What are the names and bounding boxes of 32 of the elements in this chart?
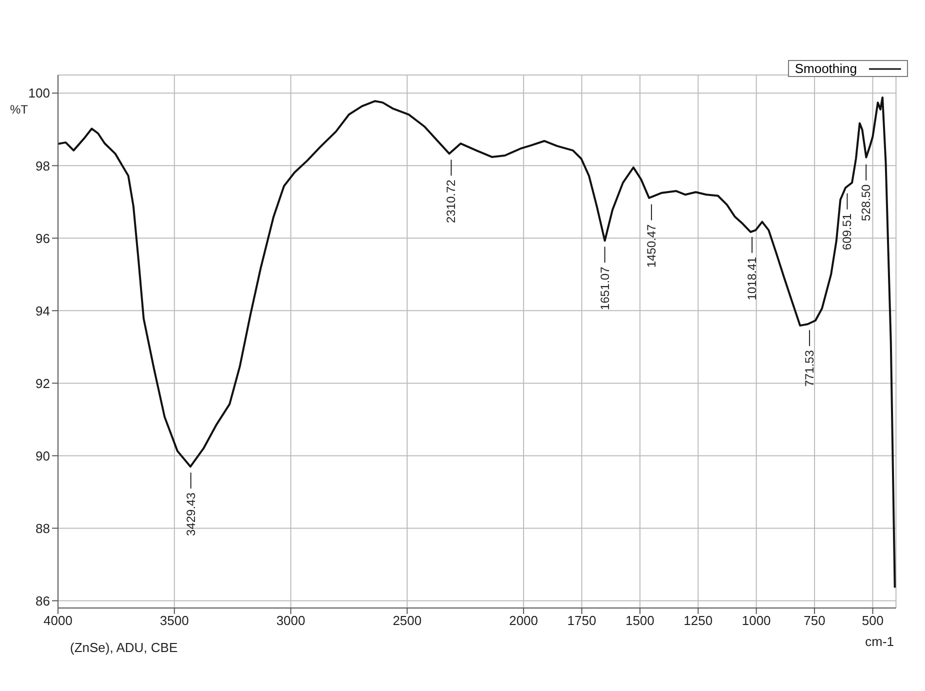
line-series [58,96,896,589]
y-tick-label: 88 [36,520,50,536]
x-tick-label: 2000 [509,613,538,628]
annotation: 609.51 [840,213,854,250]
y-tick-label: 96 [36,230,50,246]
annotation: 3429.43 [184,492,198,536]
y-axis-title: %T [10,102,29,117]
y-tick-label: 94 [36,303,50,318]
text: (ZnSe), ADU, CBE [70,640,178,655]
x-axis-title: cm-1 [865,634,894,649]
annotation: 1018.41 [745,256,760,300]
x-tick-label: 1000 [742,613,771,628]
annotation: 1651.07 [598,266,612,310]
x-tick-label: 3500 [160,613,189,628]
annotation: 771.53 [802,350,817,387]
annotation: 1450.47 [644,224,658,268]
y-tick-label: 98 [36,158,50,174]
annotation: 528.50 [859,184,874,222]
y-tick-label: 100 [28,86,50,101]
annotation: 2310.72 [444,179,458,224]
x-tick-label: 1250 [684,613,713,628]
y-tick-label: 90 [36,448,50,464]
x-tick-label: 1750 [567,613,596,628]
x-tick-label: 4000 [44,613,72,628]
x-tick-label: 750 [804,613,826,628]
x-tick-label: 500 [862,613,884,628]
x-tick-label: 1500 [625,613,654,628]
x-tick-label: 2500 [392,613,422,628]
legend-label: Smoothing [794,61,857,76]
y-tick-label: 86 [36,593,50,608]
y-tick-label: 92 [36,376,50,391]
x-tick-label: 3000 [276,613,306,628]
